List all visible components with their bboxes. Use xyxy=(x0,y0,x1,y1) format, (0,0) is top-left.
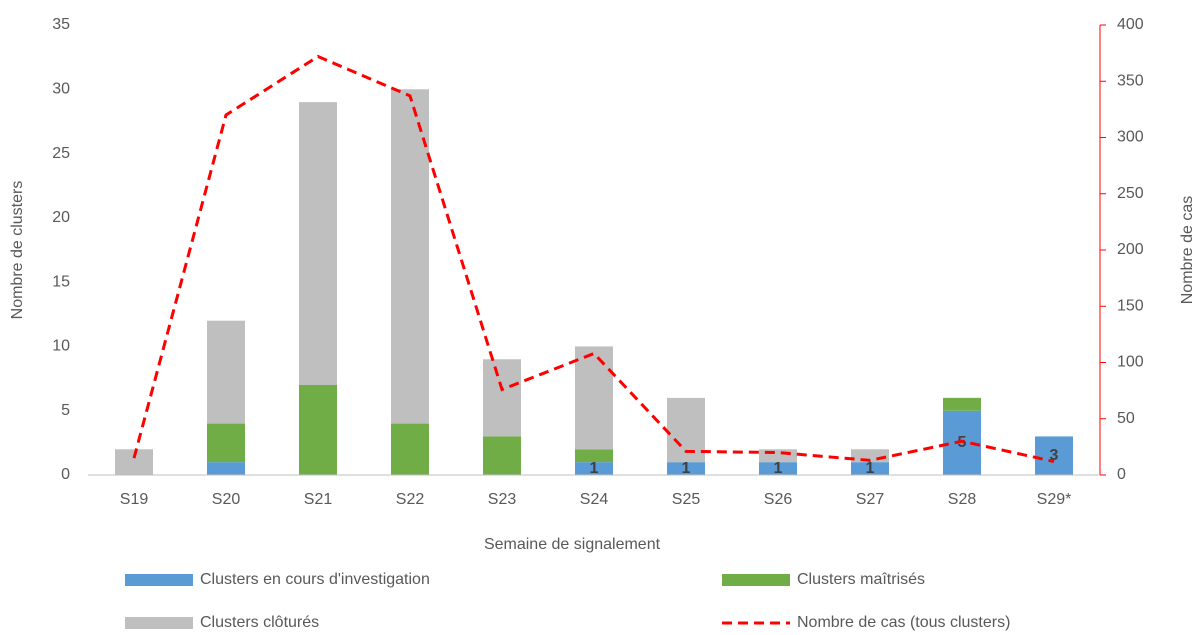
y2-axis-title: Nombre de cas xyxy=(1179,196,1196,305)
bar-segment xyxy=(759,462,797,475)
bar-segment xyxy=(851,462,889,475)
y2-tick-label: 400 xyxy=(1117,16,1144,33)
bar-segment xyxy=(299,102,337,386)
x-tick-label: S29* xyxy=(1037,491,1072,508)
data-label: 3 xyxy=(1050,447,1059,464)
y-tick-label: 15 xyxy=(52,273,70,290)
legend-swatch xyxy=(125,617,193,629)
y2-tick-label: 0 xyxy=(1117,466,1126,483)
data-label: 1 xyxy=(682,460,691,477)
legend-label: Clusters clôturés xyxy=(200,614,319,631)
x-tick-label: S22 xyxy=(396,491,425,508)
y-tick-label: 0 xyxy=(61,466,70,483)
y2-tick-label: 150 xyxy=(1117,297,1144,314)
legend-label: Clusters maîtrisés xyxy=(797,571,925,588)
bar-segment xyxy=(483,436,521,475)
x-tick-label: S20 xyxy=(212,491,241,508)
y-axis-title: Nombre de clusters xyxy=(9,181,26,320)
x-tick-label: S25 xyxy=(672,491,701,508)
legend-swatch xyxy=(125,574,193,586)
bar-segment xyxy=(667,462,705,475)
y2-tick-label: 100 xyxy=(1117,354,1144,371)
x-tick-label: S28 xyxy=(948,491,977,508)
y-tick-label: 10 xyxy=(52,338,70,355)
bar-segment xyxy=(575,346,613,450)
data-label: 1 xyxy=(866,460,875,477)
x-tick-label: S26 xyxy=(764,491,793,508)
legend-swatch xyxy=(722,574,790,586)
legend-label: Nombre de cas (tous clusters) xyxy=(797,614,1010,631)
y-tick-label: 30 xyxy=(52,81,70,98)
y2-tick-label: 200 xyxy=(1117,241,1144,258)
bar-segment xyxy=(943,397,981,411)
y-tick-label: 35 xyxy=(52,16,70,33)
x-tick-label: S23 xyxy=(488,491,517,508)
bar-segment xyxy=(575,449,613,463)
line-series xyxy=(132,54,1055,463)
data-label: 1 xyxy=(774,460,783,477)
x-tick-label: S19 xyxy=(120,491,149,508)
bar-segment xyxy=(391,423,429,475)
x-tick-label: S21 xyxy=(304,491,333,508)
y2-tick-label: 300 xyxy=(1117,129,1144,146)
x-axis-title: Semaine de signalement xyxy=(484,536,661,553)
legend-label: Clusters en cours d'investigation xyxy=(200,571,430,588)
bar-segment xyxy=(207,462,245,475)
x-tick-label: S24 xyxy=(580,491,609,508)
y-tick-label: 20 xyxy=(52,209,70,226)
y2-tick-label: 50 xyxy=(1117,410,1135,427)
data-label: 1 xyxy=(590,460,599,477)
bar-segment xyxy=(299,385,337,475)
y-tick-label: 5 xyxy=(61,402,70,419)
x-tick-label: S27 xyxy=(856,491,885,508)
bar-segment xyxy=(1035,436,1073,475)
y2-tick-label: 350 xyxy=(1117,72,1144,89)
y-tick-label: 25 xyxy=(52,145,70,162)
bar-segment xyxy=(483,359,521,437)
bar-segment xyxy=(391,89,429,424)
y2-tick-label: 250 xyxy=(1117,185,1144,202)
bar-segment xyxy=(575,462,613,475)
bar-segment xyxy=(207,423,245,463)
bar-segment xyxy=(207,320,245,424)
